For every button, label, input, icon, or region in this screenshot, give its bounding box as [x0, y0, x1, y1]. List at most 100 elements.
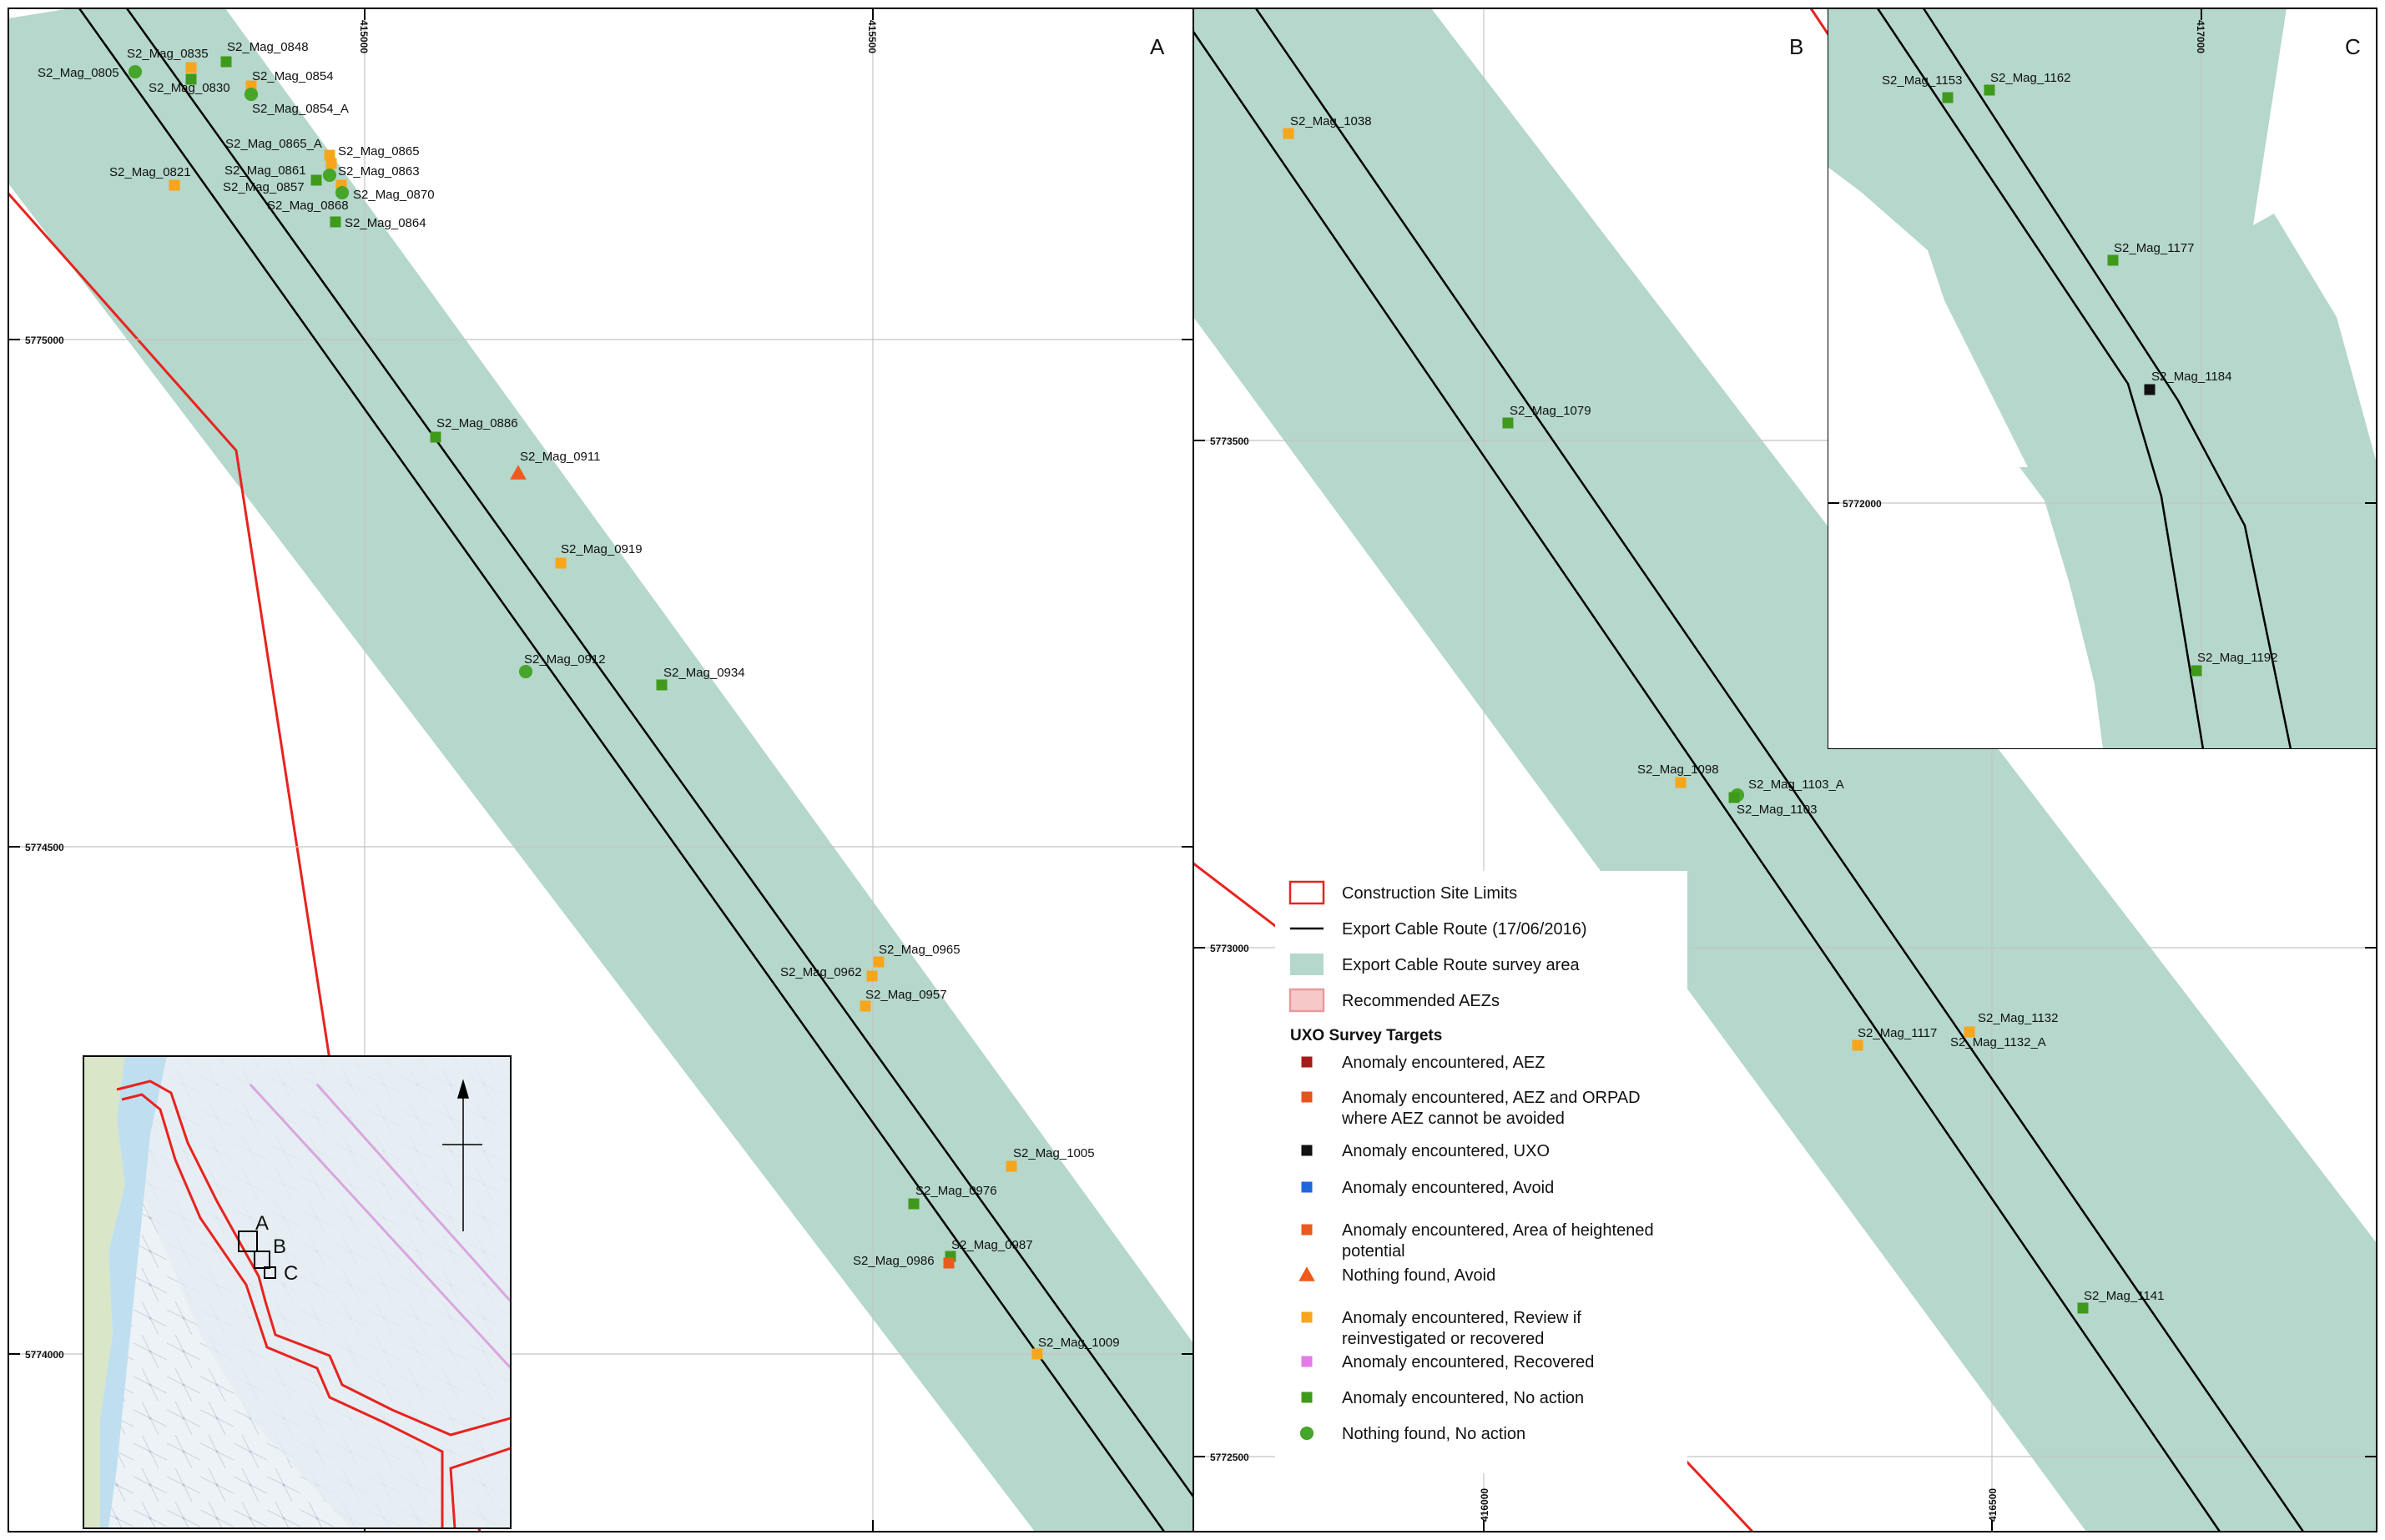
legend-layer-label: Recommended AEZs	[1342, 992, 1500, 1010]
target-marker	[324, 149, 335, 161]
target-label: S2_Mag_0863	[338, 164, 420, 179]
target-marker	[220, 56, 232, 68]
legend-symbol	[1301, 1311, 1313, 1323]
legend-item-label: where AEZ cannot be avoided	[1341, 1110, 1565, 1128]
inset-shallows	[100, 1056, 167, 1528]
target-marker	[943, 1257, 955, 1269]
cable-routes-c	[1876, 8, 2292, 749]
legend-item-label: potential	[1342, 1242, 1405, 1261]
y-tick-label: 5774000	[25, 1349, 64, 1361]
inset-box-b	[254, 1251, 270, 1269]
target-marker	[1984, 84, 1995, 96]
survey-area-b	[1193, 8, 2377, 1532]
legend-symbol	[1301, 1356, 1313, 1367]
legend-swatch	[1288, 988, 1325, 1013]
target-label: S2_Mag_1038	[1290, 114, 1372, 128]
x-tick-label: 416500	[1987, 1488, 1999, 1522]
survey-area-c	[1828, 8, 2377, 749]
legend-item-label: Anomaly encountered, AEZ and ORPAD	[1342, 1089, 1641, 1107]
legend-symbol	[1301, 1392, 1313, 1403]
target-marker	[310, 174, 322, 186]
target-marker	[1964, 1026, 1975, 1038]
target-label: S2_Mag_0957	[865, 988, 947, 1002]
target-marker	[518, 664, 533, 679]
target-label: S2_Mag_1141	[2084, 1289, 2164, 1303]
grid-c	[1828, 8, 2377, 749]
target-marker	[430, 431, 441, 443]
target-label: S2_Mag_0886	[436, 416, 518, 430]
legend-symbol	[1301, 1145, 1313, 1156]
target-marker	[2144, 384, 2156, 395]
panel-b-frame	[1192, 8, 2377, 1532]
target-marker	[1502, 417, 1514, 429]
legend-symbol	[1301, 1181, 1313, 1193]
target-label: S2_Mag_0962	[780, 965, 862, 979]
target-marker	[555, 557, 567, 569]
target-marker	[325, 158, 337, 169]
target-label: S2_Mag_0965	[879, 943, 961, 957]
target-label: S2_Mag_1153	[1882, 73, 1962, 88]
target-label: S2_Mag_0854_A	[252, 102, 349, 116]
north-arrow-icon	[442, 1079, 482, 1231]
target-label: S2_Mag_0854	[252, 69, 334, 83]
y-tick-label: 5772500	[1210, 1452, 1249, 1463]
target-label: S2_Mag_0934	[663, 666, 745, 680]
inset-label-a: A	[255, 1212, 269, 1235]
target-marker	[330, 216, 341, 228]
legend-item-label: Anomaly encountered, Avoid	[1342, 1179, 1554, 1197]
legend-heading: UXO Survey Targets	[1290, 1027, 1442, 1044]
target-label: S2_Mag_1079	[1510, 404, 1591, 418]
panel-letter-c: C	[2345, 34, 2361, 59]
survey-area-a	[8, 8, 1193, 1532]
inset-site-limits	[116, 1080, 511, 1528]
target-label: S2_Mag_0911	[520, 450, 600, 464]
target-label: S2_Mag_0830	[149, 81, 230, 95]
target-label: S2_Mag_0987	[951, 1238, 1033, 1252]
target-marker	[866, 970, 878, 982]
panel-letter-b: B	[1789, 34, 1803, 59]
legend-symbol	[1301, 1056, 1313, 1068]
y-tick-label: 5773000	[1210, 943, 1249, 954]
legend-layer-label: Export Cable Route (17/06/2016)	[1342, 920, 1587, 939]
x-tick-label: 417000	[2195, 20, 2206, 53]
legend-item-label: Anomaly encountered, No action	[1342, 1389, 1584, 1407]
target-marker	[169, 179, 180, 191]
target-label: S2_Mag_0857	[223, 180, 305, 194]
target-label: S2_Mag_0865	[338, 144, 420, 159]
legend-layer-label: Export Cable Route survey area	[1342, 956, 1580, 974]
target-marker	[1852, 1039, 1863, 1051]
target-label: S2_Mag_0861	[224, 164, 306, 178]
legend-symbol	[1299, 1426, 1314, 1441]
axis-tick-labels: 415000 415500 5775000 5774500 5774000 416000 4…	[25, 20, 2206, 1522]
inset-frame	[83, 1055, 512, 1529]
target-marker	[873, 956, 885, 968]
panel-c	[1828, 8, 2377, 749]
location-inset: A B C	[83, 1055, 512, 1529]
target-marker	[185, 62, 197, 73]
target-label: S2_Mag_1184	[2151, 370, 2231, 384]
y-tick-label: 5772000	[1843, 498, 1882, 510]
target-marker	[2077, 1302, 2089, 1314]
y-tick-label: 5773500	[1210, 435, 1249, 447]
legend-symbol	[1298, 1266, 1315, 1281]
target-label: S2_Mag_0870	[353, 188, 435, 202]
target-label: S2_Mag_1098	[1637, 762, 1719, 777]
cable-routes-b	[1193, 8, 2305, 1532]
legend-symbol	[1301, 1224, 1313, 1236]
cable-routes-a	[78, 8, 1193, 1532]
target-label: S2_Mag_1192	[2197, 651, 2277, 665]
legend-swatch	[1288, 880, 1325, 905]
target-label: S2_Mag_0986	[853, 1254, 935, 1268]
legend-item-label: Anomaly encountered, AEZ	[1342, 1054, 1545, 1072]
target-marker	[860, 1000, 871, 1012]
x-tick-label: 415000	[358, 20, 370, 53]
inset-sea-area	[125, 1056, 511, 1528]
uxo-targets: S2_Mag_0805 S2_Mag_0835 S2_Mag_0848 S2_Mag_…	[38, 40, 2277, 1360]
legend-items: Anomaly encountered, AEZ Anomaly encounte…	[1298, 1054, 1654, 1443]
legend-swatch	[1290, 954, 1324, 975]
target-label: S2_Mag_1162	[1990, 71, 2070, 85]
inset-shipping-lane	[249, 1083, 511, 1370]
inset-label-b: B	[273, 1236, 286, 1258]
target-marker	[1728, 792, 1740, 803]
